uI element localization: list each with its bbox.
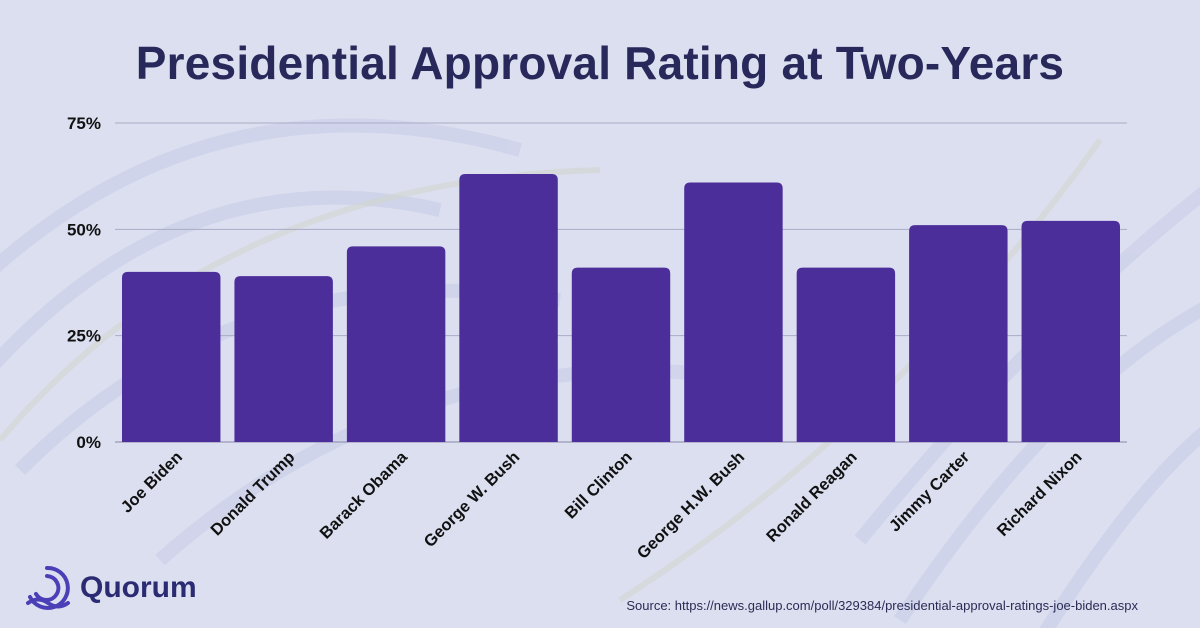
quorum-logo: Quorum [22, 563, 197, 613]
source-citation: Source: https://news.gallup.com/poll/329… [626, 598, 1138, 613]
bar-barack-obama [346, 246, 446, 442]
quorum-swirl-icon [26, 565, 70, 610]
bar-donald-trump [234, 276, 333, 442]
bar-george-h-w-bush [684, 182, 783, 442]
x-tick-label: Donald Trump [207, 448, 298, 539]
x-tick-label: George W. Bush [421, 448, 524, 551]
x-tick-label: Barack Obama [316, 448, 411, 543]
x-tick-label: Jimmy Carter [886, 448, 974, 536]
bar-ronald-reagan [796, 267, 896, 442]
y-tick-label: 0% [76, 433, 101, 452]
y-tick-label: 50% [67, 220, 101, 239]
x-tick-label: Ronald Reagan [763, 448, 861, 546]
x-tick-label: Joe Biden [118, 448, 186, 516]
y-tick-label: 25% [67, 327, 101, 346]
bar-bill-clinton [571, 267, 671, 442]
bar-george-w-bush [459, 174, 558, 443]
brand-name: Quorum [80, 571, 197, 604]
x-tick-label: Richard Nixon [994, 448, 1086, 540]
bar-joe-biden [122, 271, 221, 442]
bar-richard-nixon [1021, 220, 1120, 442]
x-tick-label: George H.W. Bush [634, 448, 749, 563]
y-tick-label: 75% [67, 114, 101, 133]
bar-jimmy-carter [909, 225, 1008, 442]
x-tick-label: Bill Clinton [562, 448, 636, 522]
chart-title: Presidential Approval Rating at Two-Year… [135, 37, 1065, 89]
